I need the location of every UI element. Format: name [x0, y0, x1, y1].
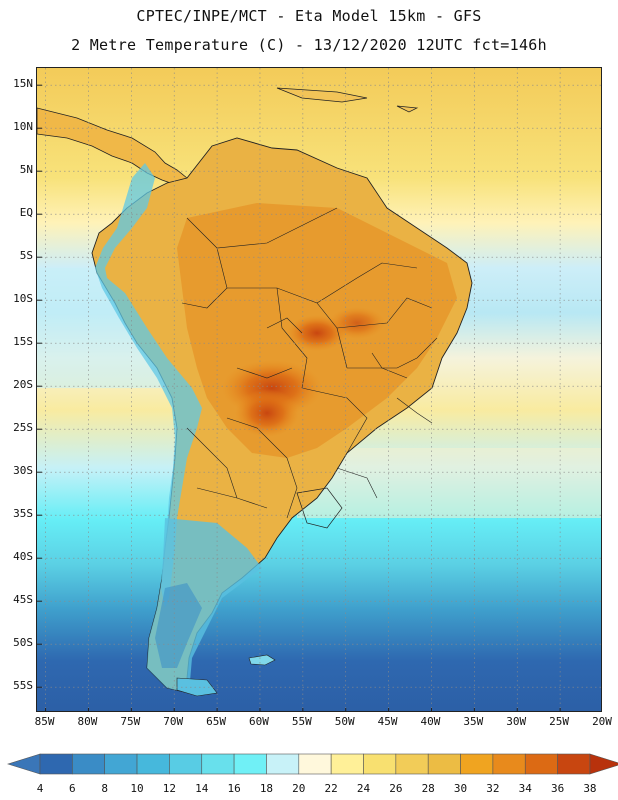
- colorbar-tick-label: 12: [162, 782, 177, 795]
- colorbar-tick-label: 16: [227, 782, 241, 795]
- longitude-label: 35W: [463, 715, 484, 728]
- latitude-label: 25S: [13, 421, 33, 435]
- colorbar-tick-label: 38: [583, 782, 597, 795]
- latitude-label: 50S: [13, 636, 33, 650]
- colorbar-swatch: [395, 753, 429, 775]
- atlantic-warm-band: [297, 448, 601, 518]
- colorbar-tick-label: 18: [259, 782, 274, 795]
- latitude-label: 5N: [19, 163, 33, 177]
- colorbar-swatch: [460, 753, 494, 775]
- longitude-label: 65W: [206, 715, 227, 728]
- longitude-label: 80W: [77, 715, 98, 728]
- colorbar-swatch: [363, 753, 397, 775]
- colorbar: [6, 753, 618, 775]
- colorbar-tick-label: 10: [130, 782, 144, 795]
- colorbar-swatch: [427, 753, 461, 775]
- colorbar-swatch: [233, 753, 267, 775]
- colorbar-swatch: [524, 753, 558, 775]
- latitude-label: 40S: [13, 550, 33, 564]
- falkland-islands: [248, 654, 276, 666]
- latitude-label: 15S: [13, 335, 33, 349]
- colorbar-tick-label: 24: [356, 782, 371, 795]
- colorbar-swatch: [557, 753, 591, 775]
- colorbar-tick-label: 22: [324, 782, 338, 795]
- latitude-label: 55S: [13, 679, 33, 693]
- longitude-label: 75W: [120, 715, 141, 728]
- latitude-label: 30S: [13, 464, 33, 478]
- colorbar-tick-label: 28: [421, 782, 435, 795]
- colorbar-swatch: [266, 753, 300, 775]
- colorbar-swatch: [330, 753, 364, 775]
- colorbar-tick-label: 30: [453, 782, 468, 795]
- latitude-label: 45S: [13, 593, 33, 607]
- colorbar-swatch: [169, 753, 203, 775]
- hot-spot-goias: [329, 307, 385, 339]
- chart-title-line-1: CPTEC/INPE/MCT - Eta Model 15km - GFS: [136, 7, 482, 25]
- map-frame: [36, 67, 602, 712]
- longitude-label: 70W: [163, 715, 184, 728]
- longitude-label: 25W: [549, 715, 570, 728]
- latitude-label: 15N: [13, 77, 33, 91]
- colorbar-tick-label: 14: [195, 782, 209, 795]
- political-borders: [181, 207, 438, 519]
- chart-title-line-2: 2 Metre Temperature (C) - 13/12/2020 12U…: [71, 36, 547, 54]
- longitude-label: 85W: [34, 715, 55, 728]
- hot-spot-paraguay: [235, 389, 299, 437]
- longitude-label: 20W: [592, 715, 612, 728]
- longitude-label: 50W: [334, 715, 355, 728]
- colorbar-swatch: [201, 753, 235, 775]
- colorbar-swatch: [104, 753, 138, 775]
- colorbar-swatch: [39, 753, 73, 775]
- colorbar-swatch: [72, 753, 105, 775]
- temperature-map: [37, 68, 601, 711]
- colorbar-tick-label: 6: [69, 782, 76, 795]
- colorbar-tick-label: 26: [389, 782, 403, 795]
- colorbar-tick-label: 4: [36, 782, 44, 795]
- colorbar-low-arrow: [6, 753, 41, 775]
- longitude-label: 45W: [377, 715, 398, 728]
- patagonia-cold-core: [155, 583, 202, 668]
- longitude-label: 60W: [249, 715, 269, 728]
- caribbean-islands: [276, 87, 419, 113]
- colorbar-swatch: [136, 753, 170, 775]
- colorbar-tick-label: 36: [550, 782, 565, 795]
- longitude-label: 55W: [291, 715, 312, 728]
- tierra-del-fuego: [176, 677, 218, 697]
- uruguay-border: [296, 487, 343, 529]
- colorbar-tick-label: 8: [101, 782, 108, 795]
- longitude-label: 40W: [420, 715, 441, 728]
- graticule: [37, 68, 601, 711]
- latitude-label: 20S: [13, 378, 33, 392]
- colorbar-swatch: [492, 753, 526, 775]
- colorbar-tick-label: 32: [486, 782, 500, 795]
- latitude-label: 10S: [13, 292, 33, 306]
- colorbar-tick-label: 20: [292, 782, 306, 795]
- latitude-label: 35S: [13, 507, 33, 521]
- latitude-label: EQ: [19, 206, 33, 220]
- andes-cool-strip: [95, 163, 202, 608]
- latitude-label: 10N: [13, 120, 33, 134]
- latitude-label: 5S: [19, 249, 33, 263]
- longitude-label: 30W: [506, 715, 527, 728]
- colorbar-high-arrow: [589, 753, 618, 775]
- colorbar-swatch: [298, 753, 332, 775]
- colorbar-tick-label: 34: [518, 782, 532, 795]
